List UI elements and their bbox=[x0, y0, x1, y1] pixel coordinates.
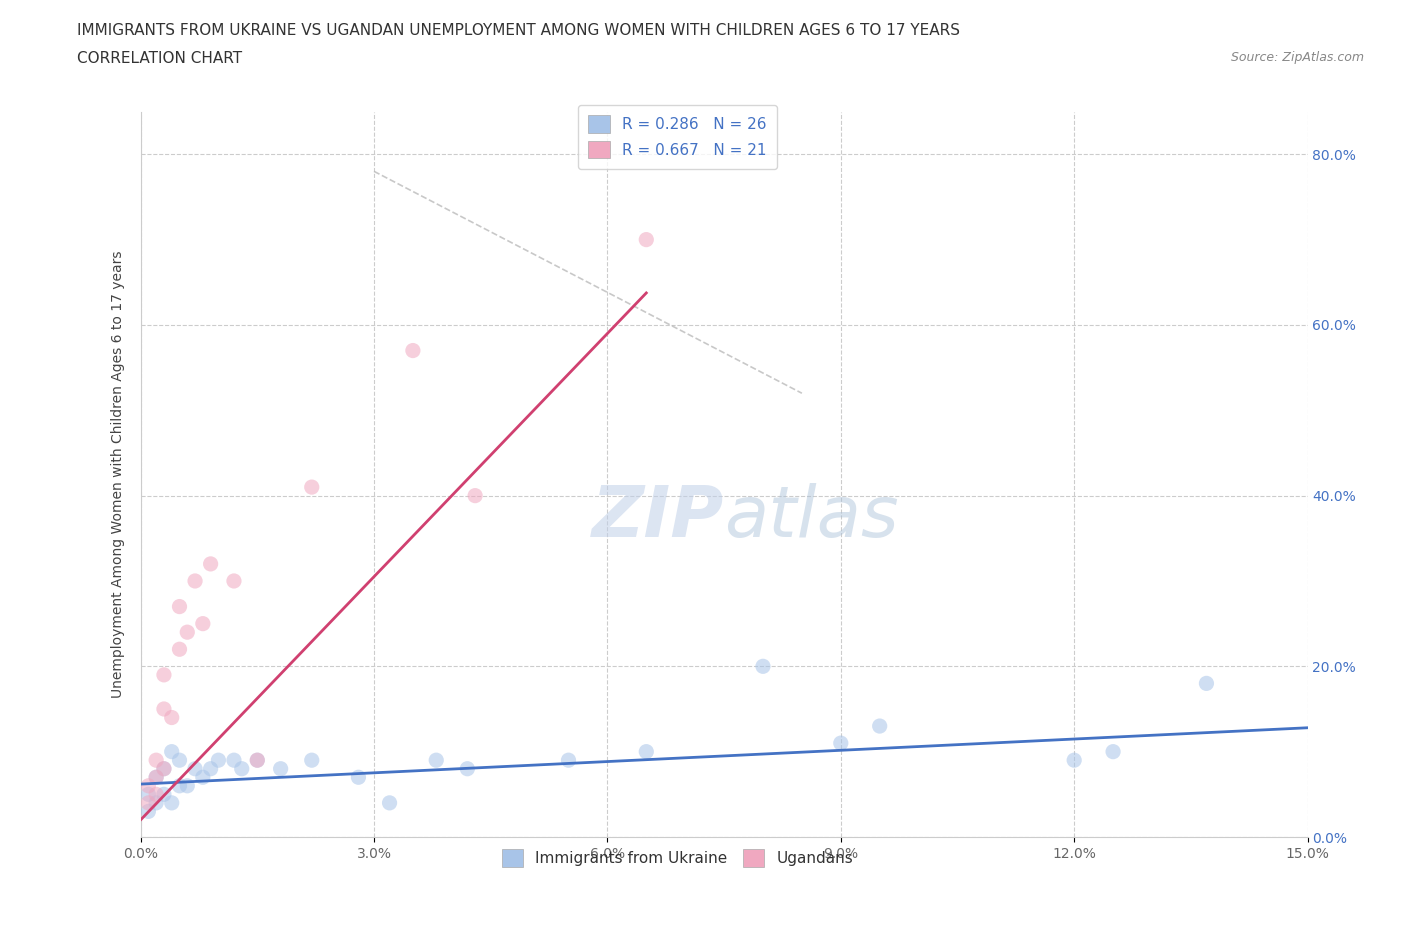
Point bbox=[153, 762, 176, 777]
Point bbox=[246, 752, 269, 767]
Point bbox=[153, 668, 176, 683]
Point bbox=[347, 770, 370, 785]
Point bbox=[301, 480, 323, 495]
Point bbox=[1102, 744, 1125, 759]
Point bbox=[145, 770, 167, 785]
Point bbox=[246, 752, 269, 767]
Point bbox=[184, 574, 207, 589]
Y-axis label: Unemployment Among Women with Children Ages 6 to 17 years: Unemployment Among Women with Children A… bbox=[111, 250, 125, 698]
Point bbox=[1195, 676, 1218, 691]
Text: ZIP: ZIP bbox=[592, 484, 724, 552]
Point bbox=[222, 752, 245, 767]
Point bbox=[636, 744, 658, 759]
Point bbox=[169, 599, 191, 614]
Point bbox=[169, 778, 191, 793]
Text: IMMIGRANTS FROM UKRAINE VS UGANDAN UNEMPLOYMENT AMONG WOMEN WITH CHILDREN AGES 6: IMMIGRANTS FROM UKRAINE VS UGANDAN UNEMP… bbox=[77, 23, 960, 38]
Point bbox=[176, 625, 198, 640]
Point bbox=[752, 658, 775, 673]
Point bbox=[153, 701, 176, 716]
Point bbox=[138, 778, 160, 793]
Point bbox=[169, 642, 191, 657]
Point bbox=[138, 795, 160, 810]
Point bbox=[145, 752, 167, 767]
Legend: Immigrants from Ukraine, Ugandans: Immigrants from Ukraine, Ugandans bbox=[495, 843, 859, 873]
Point bbox=[160, 744, 183, 759]
Point bbox=[145, 770, 167, 785]
Text: CORRELATION CHART: CORRELATION CHART bbox=[77, 51, 242, 66]
Point bbox=[231, 762, 253, 777]
Point bbox=[830, 736, 852, 751]
Point bbox=[176, 778, 198, 793]
Point bbox=[456, 762, 478, 777]
Point bbox=[153, 787, 176, 802]
Point bbox=[270, 762, 292, 777]
Point bbox=[869, 719, 891, 734]
Point bbox=[301, 752, 323, 767]
Text: atlas: atlas bbox=[724, 484, 898, 552]
Point bbox=[557, 752, 579, 767]
Point bbox=[1063, 752, 1085, 767]
Point bbox=[145, 787, 167, 802]
Point bbox=[200, 556, 222, 571]
Point bbox=[425, 752, 447, 767]
Point bbox=[191, 770, 214, 785]
Point bbox=[378, 795, 401, 810]
Point bbox=[402, 343, 425, 358]
Text: Source: ZipAtlas.com: Source: ZipAtlas.com bbox=[1230, 51, 1364, 64]
Point bbox=[464, 488, 486, 503]
Point bbox=[153, 762, 176, 777]
Point bbox=[145, 795, 167, 810]
Point bbox=[184, 762, 207, 777]
Point bbox=[169, 752, 191, 767]
Point bbox=[200, 762, 222, 777]
Point bbox=[207, 752, 229, 767]
Point bbox=[222, 574, 245, 589]
Point bbox=[636, 232, 658, 247]
Point bbox=[138, 804, 160, 818]
Point bbox=[191, 617, 214, 631]
Point bbox=[160, 795, 183, 810]
Point bbox=[160, 711, 183, 725]
Point bbox=[138, 787, 160, 802]
